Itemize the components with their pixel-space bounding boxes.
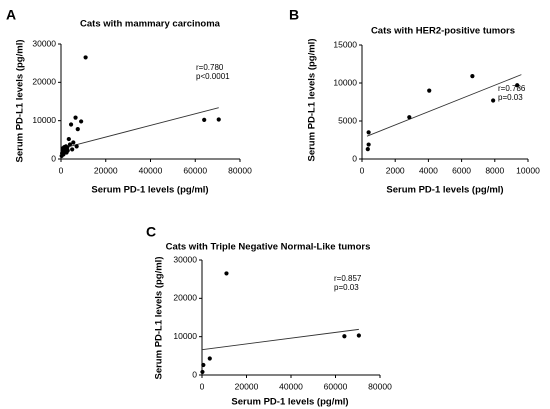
x-axis-title: Serum PD-1 levels (pg/ml)	[386, 185, 503, 196]
y-tick-label: 5000	[338, 115, 357, 125]
data-point	[427, 88, 432, 93]
regression-line	[60, 107, 219, 150]
x-tick-label: 2000	[386, 165, 405, 175]
regression-line	[366, 74, 522, 137]
x-tick-label: 0	[59, 165, 64, 175]
data-point	[83, 55, 88, 60]
data-point	[75, 127, 80, 132]
data-point	[68, 122, 74, 127]
data-point	[66, 136, 71, 142]
data-point	[202, 117, 207, 122]
y-tick-label: 10000	[333, 77, 357, 87]
chart-panel-b: B Cats with HER2-positive tumors 0 2000 4000…	[289, 7, 540, 196]
panel-letter: B	[289, 7, 299, 23]
x-tick-label: 10000	[516, 165, 540, 175]
stat-annotation: p=0.03	[334, 283, 359, 292]
data-point	[207, 356, 212, 361]
x-tick-label: 0	[360, 165, 365, 175]
data-point	[356, 333, 361, 338]
x-tick-label: 80000	[228, 165, 252, 175]
data-point	[224, 271, 229, 276]
stat-annotation: r=0.780	[196, 63, 224, 72]
data-point	[200, 369, 205, 375]
data-point	[407, 115, 412, 120]
x-tick-label: 80000	[368, 381, 392, 391]
y-tick-label: 0	[51, 153, 56, 163]
data-point	[342, 334, 347, 339]
x-tick-label: 4000	[419, 165, 438, 175]
x-tick-label: 60000	[324, 381, 348, 391]
x-tick-label: 60000	[183, 165, 207, 175]
data-point	[366, 142, 371, 147]
x-axis-title: Serum PD-1 levels (pg/ml)	[231, 397, 348, 408]
x-tick-label: 40000	[279, 381, 303, 391]
data-point	[70, 147, 75, 152]
chart-title: Cats with HER2-positive tumors	[371, 26, 515, 37]
data-point	[67, 142, 73, 147]
y-axis-title: Serum PD-L1 levels (pg/ml)	[154, 256, 165, 379]
data-point	[491, 98, 496, 103]
data-point	[65, 145, 70, 150]
data-point	[65, 148, 70, 153]
y-axis-title: Serum PD-L1 levels (pg/ml)	[15, 39, 26, 162]
chart-panel-a: A Cats with mammary carcinoma 0 20000 40000 6…	[6, 7, 252, 196]
y-tick-label: 0	[192, 369, 197, 379]
y-tick-label: 15000	[333, 39, 357, 49]
data-point	[515, 83, 520, 88]
stat-annotation: p=0.03	[498, 93, 523, 102]
chart-panel-c: C Cats with Triple Negative Normal-Like t…	[146, 224, 392, 408]
stat-annotation: r=0.857	[334, 274, 362, 283]
x-tick-label: 20000	[235, 381, 259, 391]
y-tick-label: 30000	[32, 38, 56, 48]
y-tick-label: 20000	[32, 77, 56, 87]
data-point	[216, 117, 221, 122]
data-point	[201, 362, 206, 368]
data-point	[366, 130, 371, 135]
y-tick-label: 10000	[173, 331, 197, 341]
y-tick-label: 0	[352, 153, 357, 163]
x-tick-label: 0	[200, 381, 205, 391]
data-point	[470, 74, 475, 79]
data-point	[79, 119, 84, 124]
chart-title: Cats with mammary carcinoma	[80, 19, 221, 30]
data-point	[71, 140, 76, 145]
y-tick-label: 10000	[32, 115, 56, 125]
x-tick-label: 40000	[139, 165, 163, 175]
x-axis-title: Serum PD-1 levels (pg/ml)	[91, 185, 208, 196]
x-tick-label: 20000	[94, 165, 118, 175]
x-tick-label: 8000	[485, 165, 504, 175]
regression-line	[201, 328, 359, 351]
panel-letter: C	[146, 224, 156, 240]
data-point	[74, 144, 79, 149]
stat-annotation: r=0.786	[498, 84, 526, 93]
data-point	[365, 147, 370, 152]
y-axis-title: Serum PD-L1 levels (pg/ml)	[307, 38, 318, 161]
x-tick-label: 6000	[452, 165, 471, 175]
panel-letter: A	[6, 7, 16, 23]
stat-annotation: p<0.0001	[196, 72, 230, 81]
data-point	[73, 115, 78, 120]
y-tick-label: 20000	[173, 293, 197, 303]
chart-title: Cats with Triple Negative Normal-Like tu…	[166, 242, 371, 253]
y-tick-label: 30000	[173, 254, 197, 264]
